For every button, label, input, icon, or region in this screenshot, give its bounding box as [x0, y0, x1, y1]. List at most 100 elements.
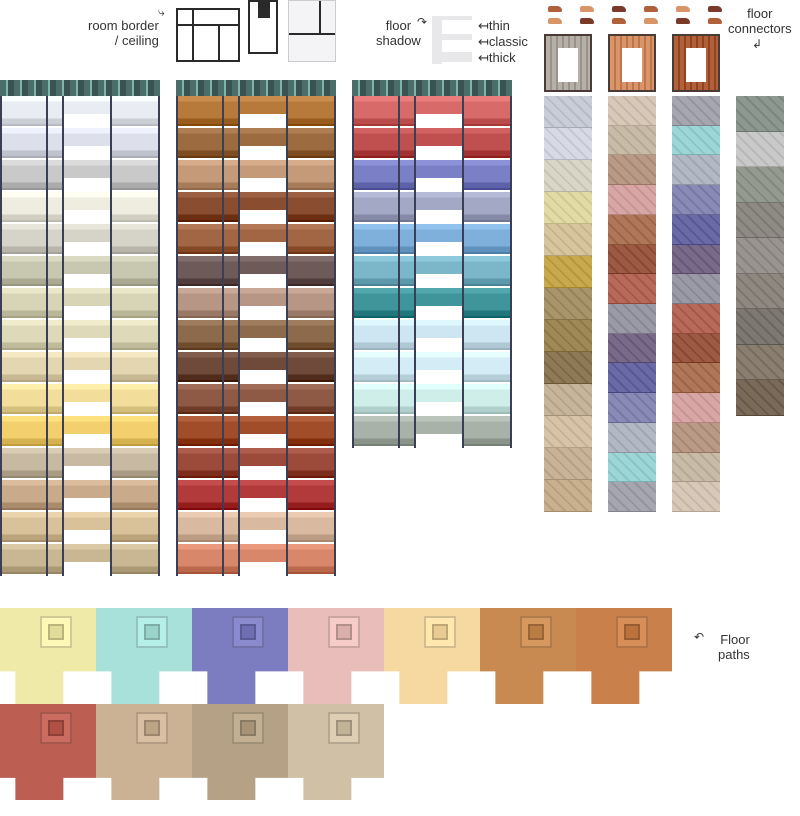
shoe-icon: [708, 6, 722, 12]
floor-path-inner-square: [48, 624, 64, 640]
floor-path-piece: [96, 704, 192, 800]
room-border-sample-2: [248, 0, 278, 54]
wall-band-gap: [416, 370, 464, 384]
floor-tile: [672, 126, 720, 156]
floor-path-piece: [0, 608, 96, 704]
floor-tile: [608, 185, 656, 215]
wall-band-gap: [64, 402, 112, 416]
shadow-thin-label: ↤thin: [478, 18, 510, 33]
shoe-icon: [676, 6, 690, 12]
wall-header-strip: [352, 80, 512, 96]
shadow-classic-text: classic: [489, 34, 528, 49]
floor-path-piece: [0, 704, 96, 800]
floor-tile: [544, 288, 592, 320]
floor-tiles-column-a: [544, 96, 592, 512]
shoe-icon: [612, 6, 626, 12]
floor-path-inner-square: [624, 624, 640, 640]
floor-tile: [544, 224, 592, 256]
floor-path-inner-square: [240, 720, 256, 736]
shoe-icon: [612, 18, 626, 24]
floor-connector: [608, 34, 656, 92]
wall-band-gap: [416, 146, 464, 160]
floor-path-piece: [192, 704, 288, 800]
floor-connector-door: [686, 48, 706, 82]
floor-tile: [608, 482, 656, 512]
wall-band-gap: [240, 242, 288, 256]
wall-band-gap: [64, 178, 112, 192]
room-border-sample-3: [288, 0, 336, 62]
floor-path-piece: [480, 608, 576, 704]
room-border-sample-1: [176, 8, 240, 62]
floor-tile: [608, 215, 656, 245]
floor-tiles-column-b: [608, 96, 656, 512]
shoe-icon: [644, 18, 658, 24]
wall-post: [222, 96, 224, 576]
floor-path-inner-square: [144, 624, 160, 640]
floor-tile: [736, 96, 784, 132]
wall-post: [334, 96, 336, 576]
floor-tile: [608, 96, 656, 126]
arrow-icon: ↲: [752, 38, 762, 50]
wall-band-gap: [416, 210, 464, 224]
floor-connector: [672, 34, 720, 92]
wall-band-gap: [64, 338, 112, 352]
wall-band-gap: [240, 210, 288, 224]
floor-path-piece: [288, 608, 384, 704]
room-border-label-line2: / ceiling: [88, 33, 159, 48]
floor-path-piece: [384, 608, 480, 704]
wall-column-b: [176, 80, 336, 576]
arrow-icon: ↷: [417, 16, 427, 28]
wall-band-gap: [240, 146, 288, 160]
floor-tile: [736, 345, 784, 381]
floor-tiles-column-d: [736, 96, 784, 416]
floor-tile: [672, 363, 720, 393]
wall-band-gap: [64, 242, 112, 256]
floor-tile: [544, 352, 592, 384]
floor-tile: [608, 304, 656, 334]
floor-tile: [736, 203, 784, 239]
floor-path-inner-square: [528, 624, 544, 640]
shoe-icon: [548, 18, 562, 24]
shoe-icon: [676, 18, 690, 24]
room-border-label-line1: room border: [88, 18, 159, 33]
floor-tile: [736, 309, 784, 345]
floor-tile: [672, 423, 720, 453]
wall-band-gap: [240, 562, 288, 576]
floor-tile: [672, 304, 720, 334]
floor-shadow-label-line2: shadow: [376, 33, 421, 48]
wall-band-gap: [64, 114, 112, 128]
floor-tile: [736, 167, 784, 203]
floor-tiles-column-c: [672, 96, 720, 512]
wall-header-strip: [176, 80, 336, 96]
wall-band-gap: [416, 242, 464, 256]
floor-path-inner-square: [336, 720, 352, 736]
floor-shadow-label: floor shadow: [376, 18, 421, 48]
wall-band-gap: [240, 530, 288, 544]
floor-path-inner-square: [432, 624, 448, 640]
floor-tile: [608, 423, 656, 453]
shoe-icon: [580, 6, 594, 12]
floor-tile: [672, 245, 720, 275]
floor-path-inner-square: [48, 720, 64, 736]
wall-band-gap: [240, 338, 288, 352]
shadow-thick-text: thick: [489, 50, 516, 65]
floor-tile: [672, 215, 720, 245]
wall-post: [286, 96, 288, 576]
floor-tile: [608, 155, 656, 185]
floor-tile: [672, 155, 720, 185]
wall-post: [0, 96, 2, 576]
floor-connector: [544, 34, 592, 92]
wall-band-gap: [64, 274, 112, 288]
floor-tile: [736, 380, 784, 416]
wall-post: [398, 96, 400, 448]
floor-tile: [736, 238, 784, 274]
wall-post: [46, 96, 48, 576]
floor-tile: [608, 126, 656, 156]
wall-post: [462, 96, 464, 448]
floor-path-piece: [192, 608, 288, 704]
wall-band-gap: [416, 402, 464, 416]
floor-tile: [544, 192, 592, 224]
wall-band-gap: [416, 274, 464, 288]
floor-connectors-label: floor connectors: [728, 6, 792, 36]
wall-band-gap: [240, 434, 288, 448]
